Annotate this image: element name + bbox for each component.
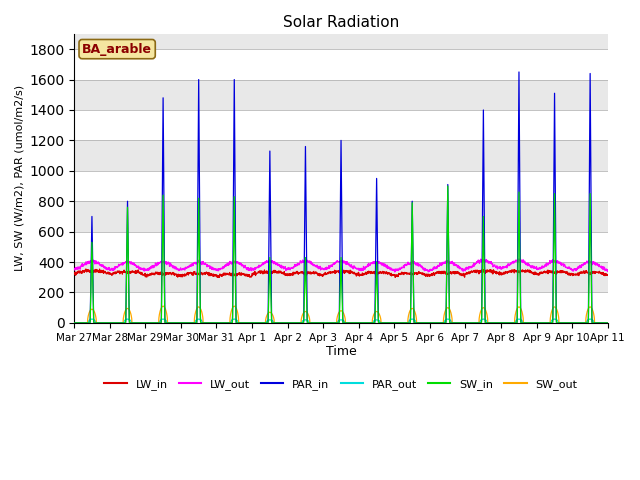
LW_in xyxy=(96,266,104,272)
LW_in xyxy=(216,275,223,280)
LW_out xyxy=(604,267,612,273)
Bar xyxy=(74,262,608,292)
Bar xyxy=(74,110,608,141)
SW_out xyxy=(70,320,78,326)
LW_in xyxy=(604,272,612,277)
PAR_out xyxy=(220,320,227,326)
Bar xyxy=(74,80,608,110)
PAR_in xyxy=(368,320,376,326)
Line: SW_out: SW_out xyxy=(74,306,608,323)
LW_out xyxy=(219,264,227,270)
LW_in xyxy=(356,272,364,277)
PAR_out xyxy=(88,316,96,322)
SW_out xyxy=(356,320,364,326)
Bar xyxy=(74,171,608,201)
LW_in xyxy=(369,269,376,275)
Line: LW_out: LW_out xyxy=(74,259,608,272)
LW_out xyxy=(368,261,376,266)
LW_in xyxy=(572,271,580,277)
SW_in xyxy=(496,320,504,326)
SW_in xyxy=(70,320,78,326)
Y-axis label: LW, SW (W/m2), PAR (umol/m2/s): LW, SW (W/m2), PAR (umol/m2/s) xyxy=(15,85,25,272)
Legend: LW_in, LW_out, PAR_in, PAR_out, SW_in, SW_out: LW_in, LW_out, PAR_in, PAR_out, SW_in, S… xyxy=(100,375,582,395)
LW_out xyxy=(356,265,364,271)
PAR_out xyxy=(604,320,612,326)
SW_in xyxy=(604,320,612,326)
Title: Solar Radiation: Solar Radiation xyxy=(283,15,399,30)
PAR_out xyxy=(356,320,364,326)
PAR_in xyxy=(356,320,364,326)
SW_out xyxy=(604,320,612,326)
LW_out xyxy=(516,256,524,262)
PAR_in xyxy=(496,320,504,326)
LW_out xyxy=(391,269,399,275)
PAR_out xyxy=(572,320,579,326)
PAR_in xyxy=(70,320,78,326)
LW_in xyxy=(70,271,78,277)
X-axis label: Time: Time xyxy=(326,346,356,359)
Line: SW_in: SW_in xyxy=(74,186,608,323)
LW_in xyxy=(557,270,565,276)
PAR_out xyxy=(557,320,564,326)
SW_out xyxy=(159,303,167,309)
PAR_out xyxy=(496,320,504,326)
Line: PAR_out: PAR_out xyxy=(74,319,608,323)
SW_in xyxy=(356,320,364,326)
Bar xyxy=(74,201,608,232)
Text: BA_arable: BA_arable xyxy=(82,43,152,56)
LW_out xyxy=(496,264,504,270)
SW_in xyxy=(557,320,564,326)
PAR_in xyxy=(557,320,564,326)
Bar xyxy=(74,49,608,80)
Line: LW_in: LW_in xyxy=(74,269,608,277)
SW_out xyxy=(220,320,227,326)
LW_out xyxy=(557,260,565,265)
SW_out xyxy=(557,320,564,326)
LW_out xyxy=(572,266,580,272)
SW_in xyxy=(368,320,376,326)
SW_out xyxy=(572,320,579,326)
LW_in xyxy=(220,271,227,276)
SW_in xyxy=(219,320,227,326)
PAR_in xyxy=(515,69,523,75)
PAR_out xyxy=(70,320,78,326)
SW_in xyxy=(572,320,579,326)
LW_out xyxy=(70,267,78,273)
Line: PAR_in: PAR_in xyxy=(74,72,608,323)
PAR_out xyxy=(368,320,376,326)
SW_in xyxy=(444,183,452,189)
PAR_in xyxy=(219,320,227,326)
SW_out xyxy=(496,320,504,326)
Bar xyxy=(74,141,608,171)
Bar xyxy=(74,292,608,323)
SW_out xyxy=(368,320,376,326)
PAR_in xyxy=(572,320,579,326)
LW_in xyxy=(497,271,504,277)
Bar xyxy=(74,232,608,262)
PAR_in xyxy=(604,320,612,326)
